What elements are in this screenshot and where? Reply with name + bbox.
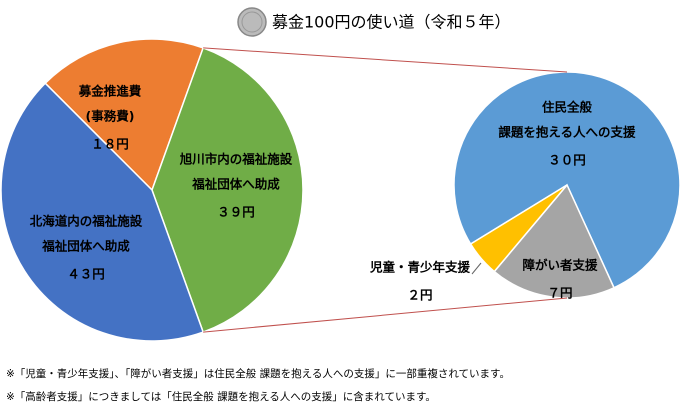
footnote: ※「高齢者支援」につきましては「住民全般 課題を抱える人への支援」に含まれていま… (6, 390, 436, 403)
slice-label: (事務費) (86, 109, 135, 124)
pie-slice (151, 46, 304, 334)
connector-line (203, 297, 568, 333)
value-label: ３０円 (548, 153, 586, 168)
value-label: ４３円 (67, 267, 105, 282)
chart-title: 募金100円の使い道（令和５年） (272, 13, 511, 32)
pie-slice (0, 82, 205, 342)
connector-line (203, 47, 568, 73)
slice-label: 障がい者支援 (522, 258, 598, 273)
value-label: ７円 (547, 286, 572, 301)
value-label: １８円 (91, 137, 129, 152)
slice-label: 住民全般 (542, 100, 593, 115)
slice-label: 児童・青少年支援 (369, 260, 471, 275)
pie-slice (453, 71, 680, 289)
pie-slice (44, 38, 205, 192)
leader-line (471, 262, 482, 275)
slice-label: 福祉団体へ助成 (41, 239, 130, 254)
footnote: ※「児童・青少年支援」、「障がい者支援」は住民全般 課題を抱える人への支援」に一… (6, 367, 510, 380)
value-label: ３９円 (217, 205, 255, 220)
pie-slice (493, 183, 615, 299)
slice-label: 旭川市内の福祉施設 (179, 152, 293, 167)
slice-label: 募金推進費 (78, 84, 142, 99)
slice-label: 北海道内の福祉施設 (30, 214, 143, 229)
coin-icon-rim (241, 11, 263, 33)
value-label: ２円 (407, 288, 432, 303)
slice-label: 福祉団体へ助成 (191, 177, 280, 192)
pie-slice (469, 184, 568, 273)
slice-label: 課題を抱える人への支援 (498, 125, 636, 140)
